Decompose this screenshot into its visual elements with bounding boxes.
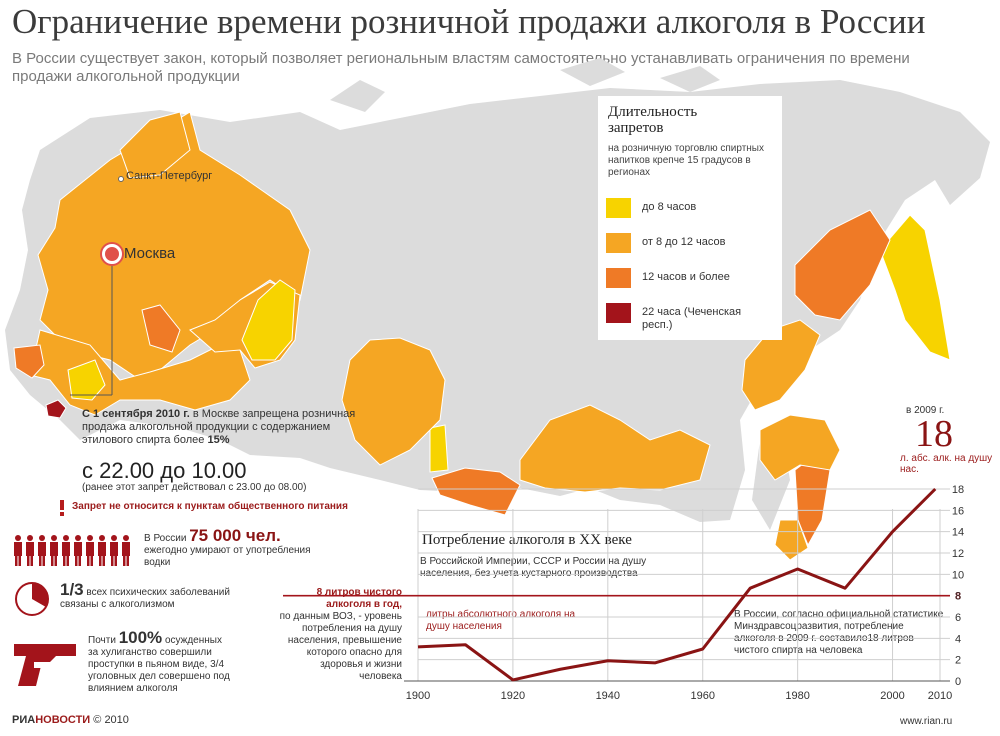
- threshold-label: 8: [955, 591, 961, 603]
- x-tick-label: 1920: [501, 690, 525, 702]
- region-yellow-khanty: [241, 279, 296, 361]
- legend-label-0: до 8 часов: [642, 201, 697, 213]
- convicts-text-a: осужденных: [164, 635, 222, 646]
- legend-item-3: 22 часа (Чеченская респ.): [606, 303, 776, 337]
- footer-url[interactable]: www.rian.ru: [900, 716, 953, 727]
- arctic-island-1: [330, 80, 385, 112]
- page-title: Ограничение времени розничной продажи ал…: [12, 2, 926, 41]
- convicts-prefix: Почти: [88, 635, 116, 646]
- x-tick-label: 2000: [880, 690, 904, 702]
- y-tick-label: 0: [955, 676, 961, 688]
- y-tick-label: 12: [952, 548, 964, 560]
- headline-year: в 2009 г.: [906, 405, 945, 416]
- region-chechnya: [45, 399, 67, 419]
- who-text: по данным ВОЗ, - уровень потребления на …: [279, 611, 402, 682]
- region-darkorange-volga: [141, 304, 181, 353]
- legend-item-1: от 8 до 12 часов: [606, 233, 776, 257]
- deaths-prefix: В России: [144, 533, 187, 544]
- arctic-island-3: [660, 66, 720, 92]
- mental-big: 1/3: [60, 580, 84, 599]
- moscow-label: Москва: [124, 245, 176, 262]
- deaths-big: 75 000 чел.: [189, 526, 281, 545]
- logo-ria: РИА: [12, 714, 36, 726]
- x-tick-label: 1960: [690, 690, 714, 702]
- legend-description: на розничную торговлю спиртных напитков …: [608, 143, 764, 178]
- legend-title: Длительность запретов: [608, 104, 698, 136]
- region-darkorange-west: [13, 344, 45, 379]
- chart-subtitle: В Российской Империи, СССР и России на д…: [420, 556, 647, 579]
- region-yellow-altai: [429, 424, 449, 473]
- convicts-stat: Почти 100% осужденных за хулиганство сов…: [88, 629, 258, 695]
- chart-title: Потребление алкоголя в XX веке: [422, 532, 632, 548]
- region-yellow-south: [67, 359, 106, 401]
- logo-novosti: НОВОСТИ: [35, 714, 91, 726]
- deaths-text: ежегодно умирают от употребления водки: [144, 545, 311, 568]
- region-darkorange-khabarovsk: [794, 209, 891, 321]
- legend-swatch-0: [606, 198, 631, 218]
- moscow-note-previous: (ранее этот запрет действовал с 23.00 до…: [82, 482, 307, 493]
- chart-ylabel: литры абсолютного алкоголя на душу насел…: [426, 609, 576, 632]
- region-primorye-south: [774, 519, 809, 561]
- y-tick-label: 4: [955, 633, 961, 645]
- convicts-big: 100%: [118, 628, 163, 647]
- moscow-marker: [102, 244, 122, 264]
- convicts-text-b: за хулиганство совершили проступки в пья…: [88, 647, 230, 694]
- spb-dot: [118, 176, 124, 182]
- x-tick-label: 1980: [785, 690, 809, 702]
- moscow-note-text: в Москве запрещена розничная продажа алк…: [82, 408, 356, 446]
- spb-label: Санкт-Петербург: [126, 170, 213, 182]
- legend-item-2: 12 часов и более: [606, 268, 776, 292]
- x-tick-label: 1900: [406, 690, 430, 702]
- region-krasnoyarsk: [341, 337, 446, 466]
- arctic-island-2: [560, 58, 625, 86]
- x-tick-label: 1940: [596, 690, 620, 702]
- copyright: © 2010: [93, 714, 129, 726]
- headline-unit: л. абс. алк. на душу нас.: [900, 453, 993, 475]
- y-tick-label: 10: [952, 569, 964, 581]
- moscow-note-percent: 15%: [207, 434, 230, 446]
- legend-label-2: 12 часов и более: [642, 271, 730, 283]
- moscow-note-date: С 1 сентября 2010 г.: [82, 408, 190, 420]
- footer-logo: РИАНОВОСТИ © 2010: [12, 714, 129, 726]
- region-primorye: [759, 414, 841, 481]
- people-icon: [14, 535, 130, 566]
- moscow-note-time: с 22.00 до 10.00: [82, 458, 247, 483]
- legend: Длительность запретов на розничную торго…: [598, 96, 782, 340]
- legend-swatch-1: [606, 233, 631, 253]
- y-tick-label: 2: [955, 655, 961, 667]
- deaths-stat: В России 75 000 чел. ежегодно умирают от…: [144, 527, 314, 569]
- x-tick-label: 2010: [928, 690, 952, 702]
- legend-item-0: до 8 часов: [606, 198, 776, 222]
- mental-text-b: связаны с алкоголизмом: [60, 599, 175, 610]
- headline-value: 18: [915, 413, 953, 455]
- region-darkorange-tuva: [431, 467, 521, 516]
- y-tick-label: 14: [952, 527, 964, 539]
- gun-icon: [14, 644, 76, 686]
- mental-stat: 1/3 всех психических заболеваний связаны…: [60, 581, 270, 611]
- legend-swatch-2: [606, 268, 631, 288]
- y-tick-label: 18: [952, 484, 964, 496]
- y-tick-label: 16: [952, 505, 964, 517]
- pie-icon: [15, 582, 49, 616]
- region-yellow-kamchatka: [879, 214, 951, 361]
- y-tick-label: 8: [955, 591, 961, 603]
- legend-label-3: 22 часа (Чеченская респ.): [642, 306, 742, 331]
- region-karelia: [119, 111, 191, 179]
- warning-text: Запрет не относится к пунктам общественн…: [72, 501, 348, 512]
- warning-icon: [60, 500, 64, 516]
- y-tick-label: 6: [955, 612, 961, 624]
- page-subtitle: В России существует закон, который позво…: [12, 50, 910, 85]
- consumption-series-line: [417, 487, 937, 682]
- mental-text-a: всех психических заболеваний: [86, 587, 230, 598]
- moscow-note: С 1 сентября 2010 г. в Москве запрещена …: [82, 408, 372, 447]
- who-title: 8 литров чистого алкоголя в год,: [316, 587, 402, 610]
- legend-swatch-3: [606, 303, 631, 323]
- legend-label-1: от 8 до 12 часов: [642, 236, 726, 248]
